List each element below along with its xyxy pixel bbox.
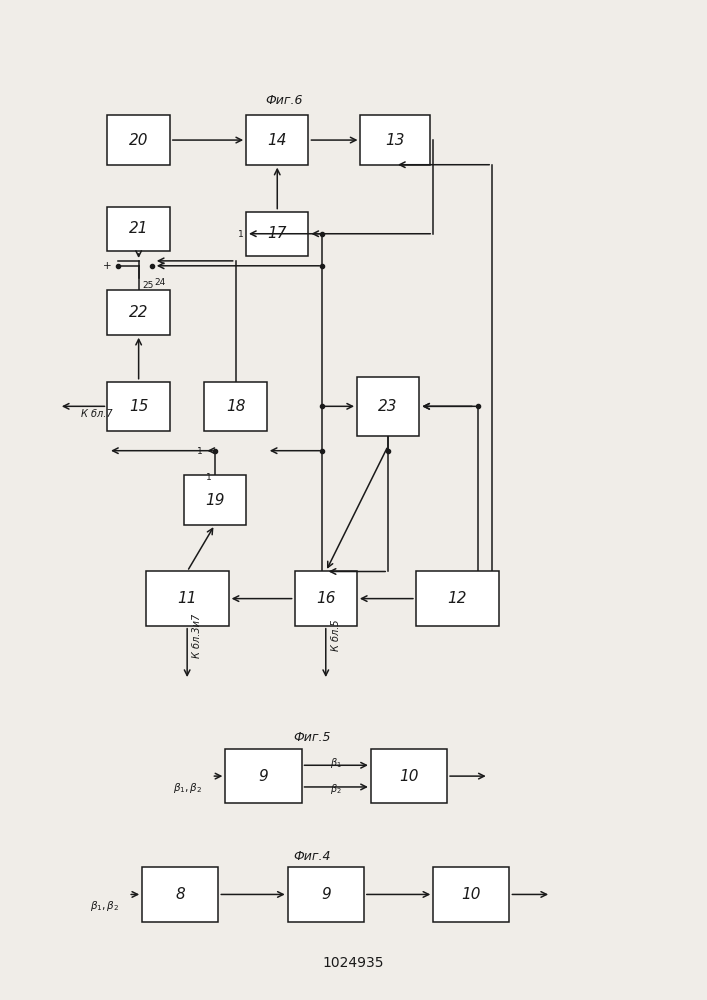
Text: Фиг.5: Фиг.5	[293, 731, 331, 744]
Text: 9: 9	[259, 769, 268, 784]
Bar	[361, 115, 430, 165]
Bar	[107, 115, 170, 165]
Text: 10: 10	[399, 769, 419, 784]
Text: 8: 8	[175, 887, 185, 902]
Text: 23: 23	[378, 399, 398, 414]
Bar	[246, 115, 308, 165]
Bar	[184, 475, 246, 525]
Text: 19: 19	[205, 493, 225, 508]
Bar	[371, 749, 447, 803]
Text: 20: 20	[129, 133, 148, 148]
Bar	[107, 207, 170, 251]
Text: 16: 16	[316, 591, 336, 606]
Text: $\beta_2$: $\beta_2$	[330, 782, 342, 796]
Text: $\beta_1$: $\beta_1$	[330, 756, 342, 770]
Bar	[142, 867, 218, 922]
Text: 1: 1	[206, 473, 211, 482]
Bar	[295, 571, 357, 626]
Text: 24: 24	[154, 278, 165, 287]
Bar	[226, 749, 301, 803]
Text: 22: 22	[129, 305, 148, 320]
Bar	[146, 571, 229, 626]
Text: 1: 1	[238, 230, 243, 239]
Text: 21: 21	[129, 221, 148, 236]
Text: 12: 12	[448, 591, 467, 606]
Bar	[357, 377, 419, 436]
Text: 9: 9	[321, 887, 331, 902]
Text: 18: 18	[226, 399, 245, 414]
Bar	[107, 290, 170, 335]
Bar	[288, 867, 364, 922]
Text: Фиг.6: Фиг.6	[265, 94, 303, 107]
Bar	[433, 867, 510, 922]
Text: К бл.5: К бл.5	[331, 620, 341, 651]
Bar	[107, 382, 170, 431]
Bar	[246, 212, 308, 256]
Text: +: +	[103, 261, 112, 271]
Text: К бл.7: К бл.7	[81, 409, 113, 419]
Text: 15: 15	[129, 399, 148, 414]
Text: $\beta_1,\beta_2$: $\beta_1,\beta_2$	[173, 781, 203, 795]
Text: 1024935: 1024935	[323, 956, 384, 970]
Text: 17: 17	[267, 226, 287, 241]
Text: Фиг.4: Фиг.4	[293, 850, 331, 863]
Text: 11: 11	[177, 591, 197, 606]
Bar	[416, 571, 499, 626]
Text: 14: 14	[267, 133, 287, 148]
Text: 25: 25	[142, 281, 153, 290]
Text: К бл.3и7: К бл.3и7	[192, 613, 202, 658]
Text: 1: 1	[197, 447, 202, 456]
Bar	[204, 382, 267, 431]
Text: $\beta_1,\beta_2$: $\beta_1,\beta_2$	[90, 899, 119, 913]
Text: 13: 13	[385, 133, 405, 148]
Text: 10: 10	[462, 887, 481, 902]
